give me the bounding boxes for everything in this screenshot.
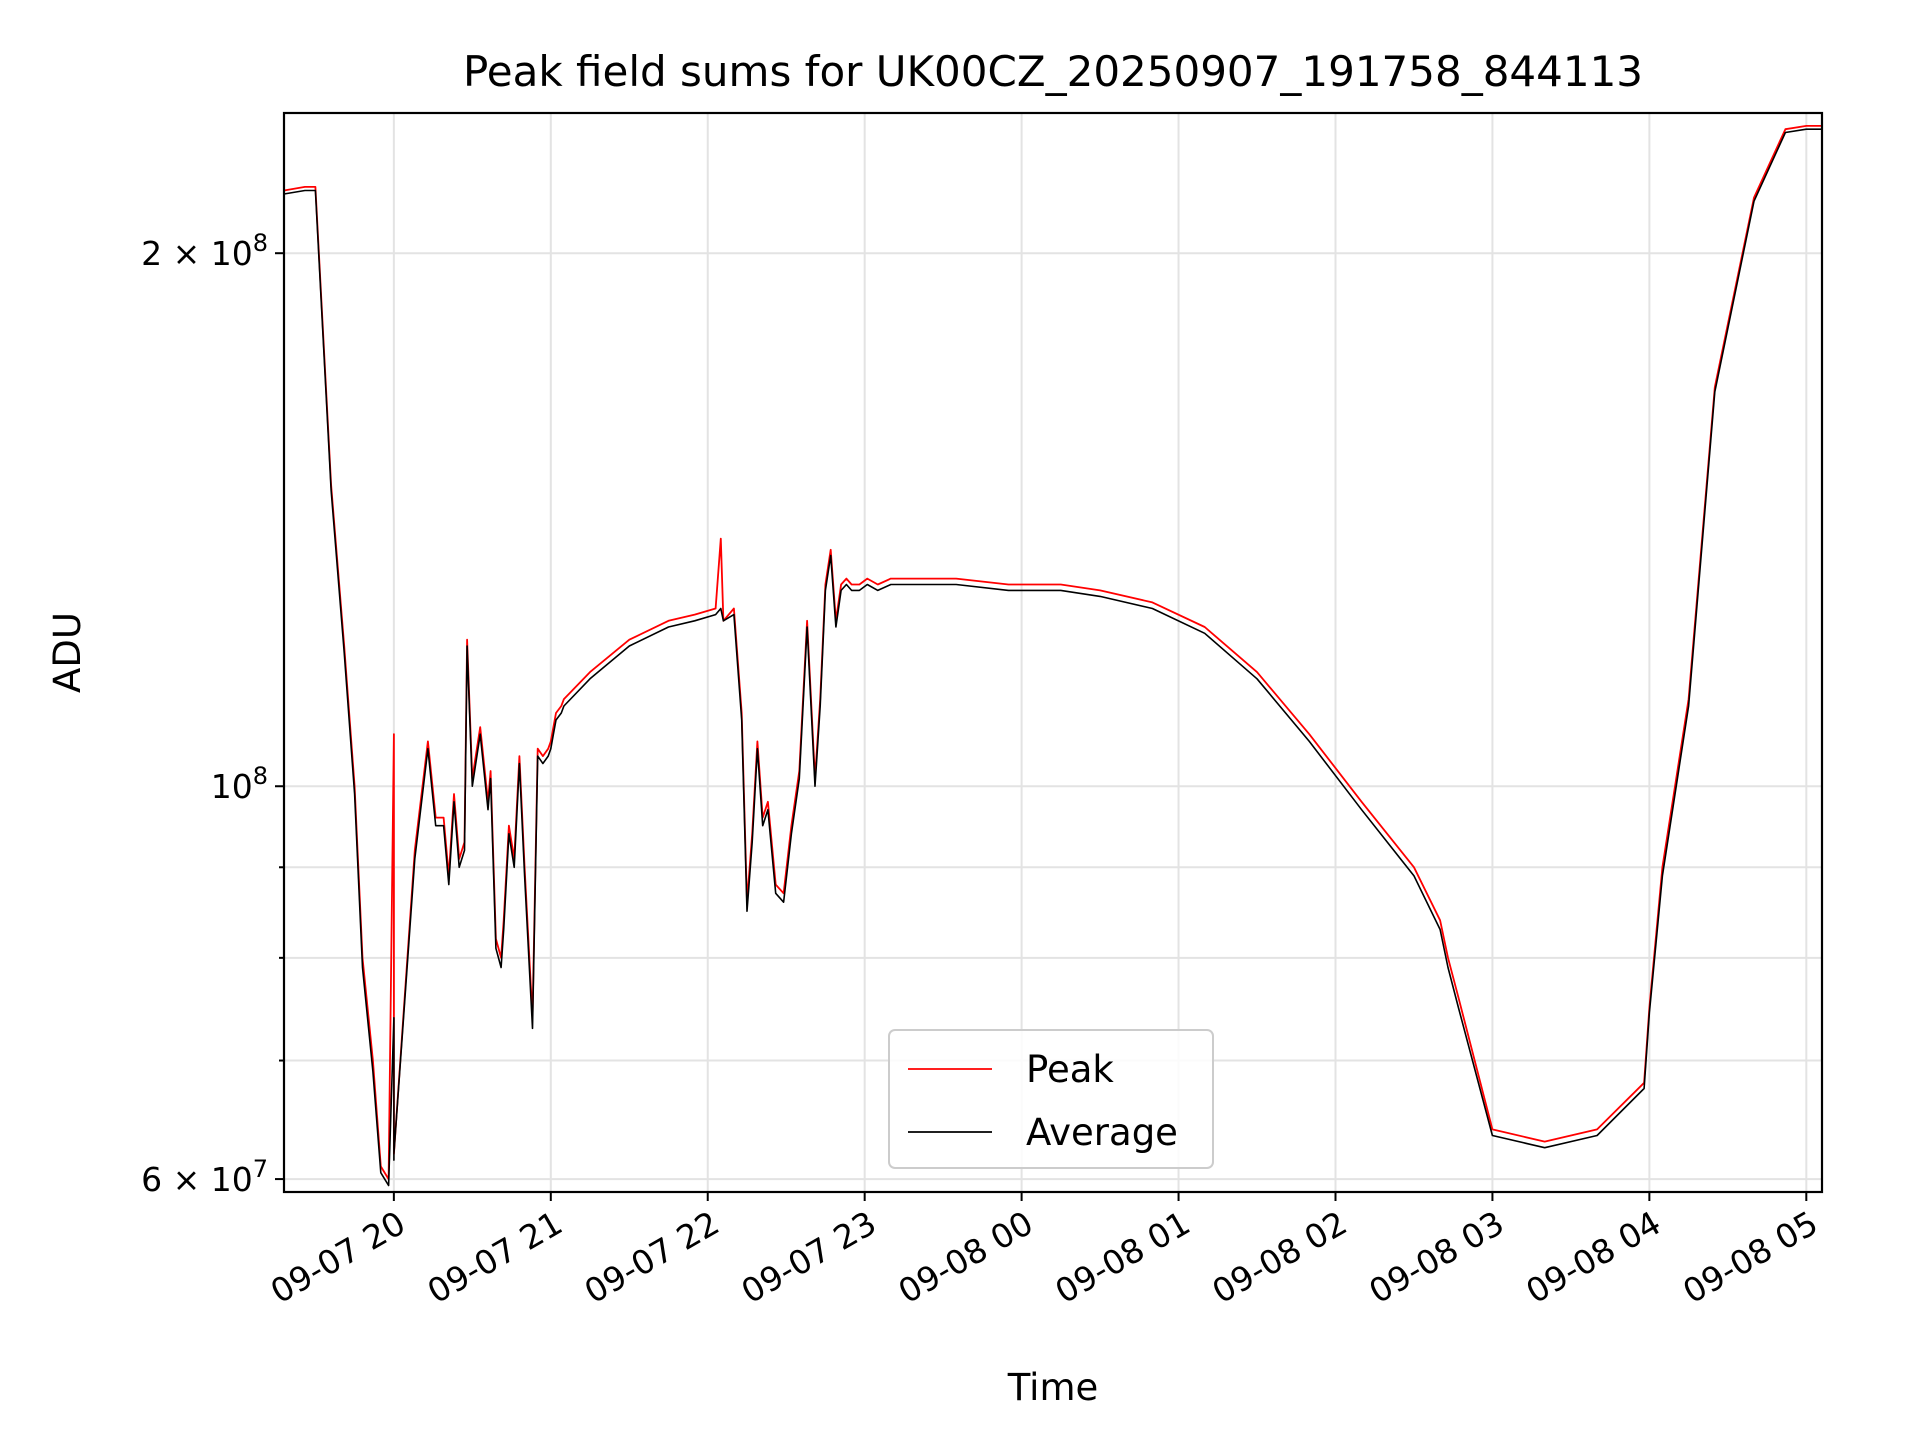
y-tick-label: 6 × 107 xyxy=(141,1155,268,1199)
axes-frame xyxy=(282,111,1824,1194)
plot-lines xyxy=(283,125,1822,1187)
y-tick-label: 108 xyxy=(211,762,268,806)
grid xyxy=(284,113,1822,1192)
y-axis-label: ADU xyxy=(46,612,89,693)
x-axis-label: Time xyxy=(1007,1366,1099,1409)
chart-title: Peak field sums for UK00CZ_20250907_1917… xyxy=(463,47,1643,96)
y-tick-label: 2 × 108 xyxy=(141,229,268,273)
legend-label-average: Average xyxy=(1026,1111,1178,1154)
legend-label-peak: Peak xyxy=(1026,1048,1114,1091)
legend-box xyxy=(888,1029,1214,1169)
series-line-average xyxy=(283,128,1822,1187)
legend: Peak Average xyxy=(888,1029,1214,1169)
